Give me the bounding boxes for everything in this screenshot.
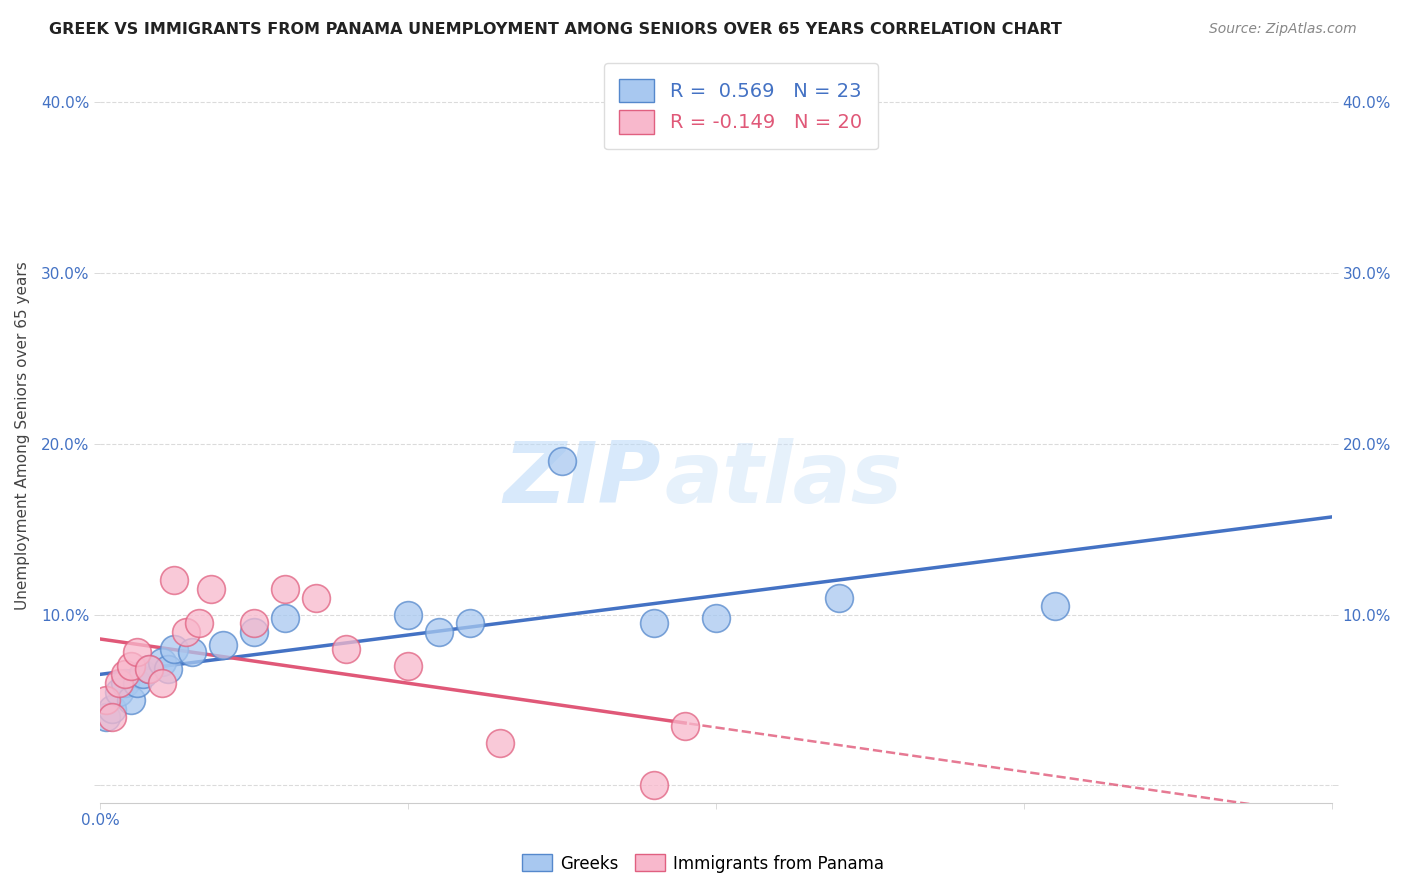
Point [181, 645, 204, 659]
Point [125, 676, 148, 690]
Point [107, 676, 129, 690]
Point [643, 616, 665, 631]
Point [274, 611, 297, 625]
Point [114, 676, 136, 690]
Point [427, 624, 450, 639]
Point [243, 624, 266, 639]
Point [174, 624, 197, 639]
Point [96, 710, 118, 724]
Point [101, 710, 124, 724]
Point [200, 582, 222, 596]
Point [120, 693, 142, 707]
Point [138, 662, 160, 676]
Point [643, 779, 665, 793]
Point [163, 574, 186, 588]
Point [1043, 599, 1066, 613]
Point [96, 693, 118, 707]
Point [274, 582, 297, 596]
Point [551, 454, 574, 468]
Point [673, 719, 696, 733]
Point [335, 641, 357, 656]
Point [120, 659, 142, 673]
Point [704, 611, 727, 625]
Point [163, 641, 186, 656]
Point [828, 591, 851, 605]
Point [212, 639, 235, 653]
Point [396, 659, 419, 673]
Point [150, 676, 173, 690]
Text: ZIP: ZIP [503, 438, 661, 521]
Point [107, 684, 129, 698]
Point [187, 616, 209, 631]
Point [304, 591, 326, 605]
Point [150, 656, 173, 670]
Point [138, 662, 160, 676]
Text: atlas: atlas [664, 438, 903, 521]
Legend: Greeks, Immigrants from Panama: Greeks, Immigrants from Panama [515, 847, 891, 880]
Point [458, 616, 481, 631]
Legend: R =  0.569   N = 23, R = -0.149   N = 20: R = 0.569 N = 23, R = -0.149 N = 20 [603, 63, 877, 150]
Point [489, 736, 512, 750]
Point [114, 667, 136, 681]
Point [396, 607, 419, 622]
Point [125, 645, 148, 659]
Point [132, 667, 155, 681]
Text: Source: ZipAtlas.com: Source: ZipAtlas.com [1209, 22, 1357, 37]
Point [101, 701, 124, 715]
Point [243, 616, 266, 631]
Y-axis label: Unemployment Among Seniors over 65 years: Unemployment Among Seniors over 65 years [15, 261, 30, 609]
Point [156, 662, 179, 676]
Text: GREEK VS IMMIGRANTS FROM PANAMA UNEMPLOYMENT AMONG SENIORS OVER 65 YEARS CORRELA: GREEK VS IMMIGRANTS FROM PANAMA UNEMPLOY… [49, 22, 1062, 37]
